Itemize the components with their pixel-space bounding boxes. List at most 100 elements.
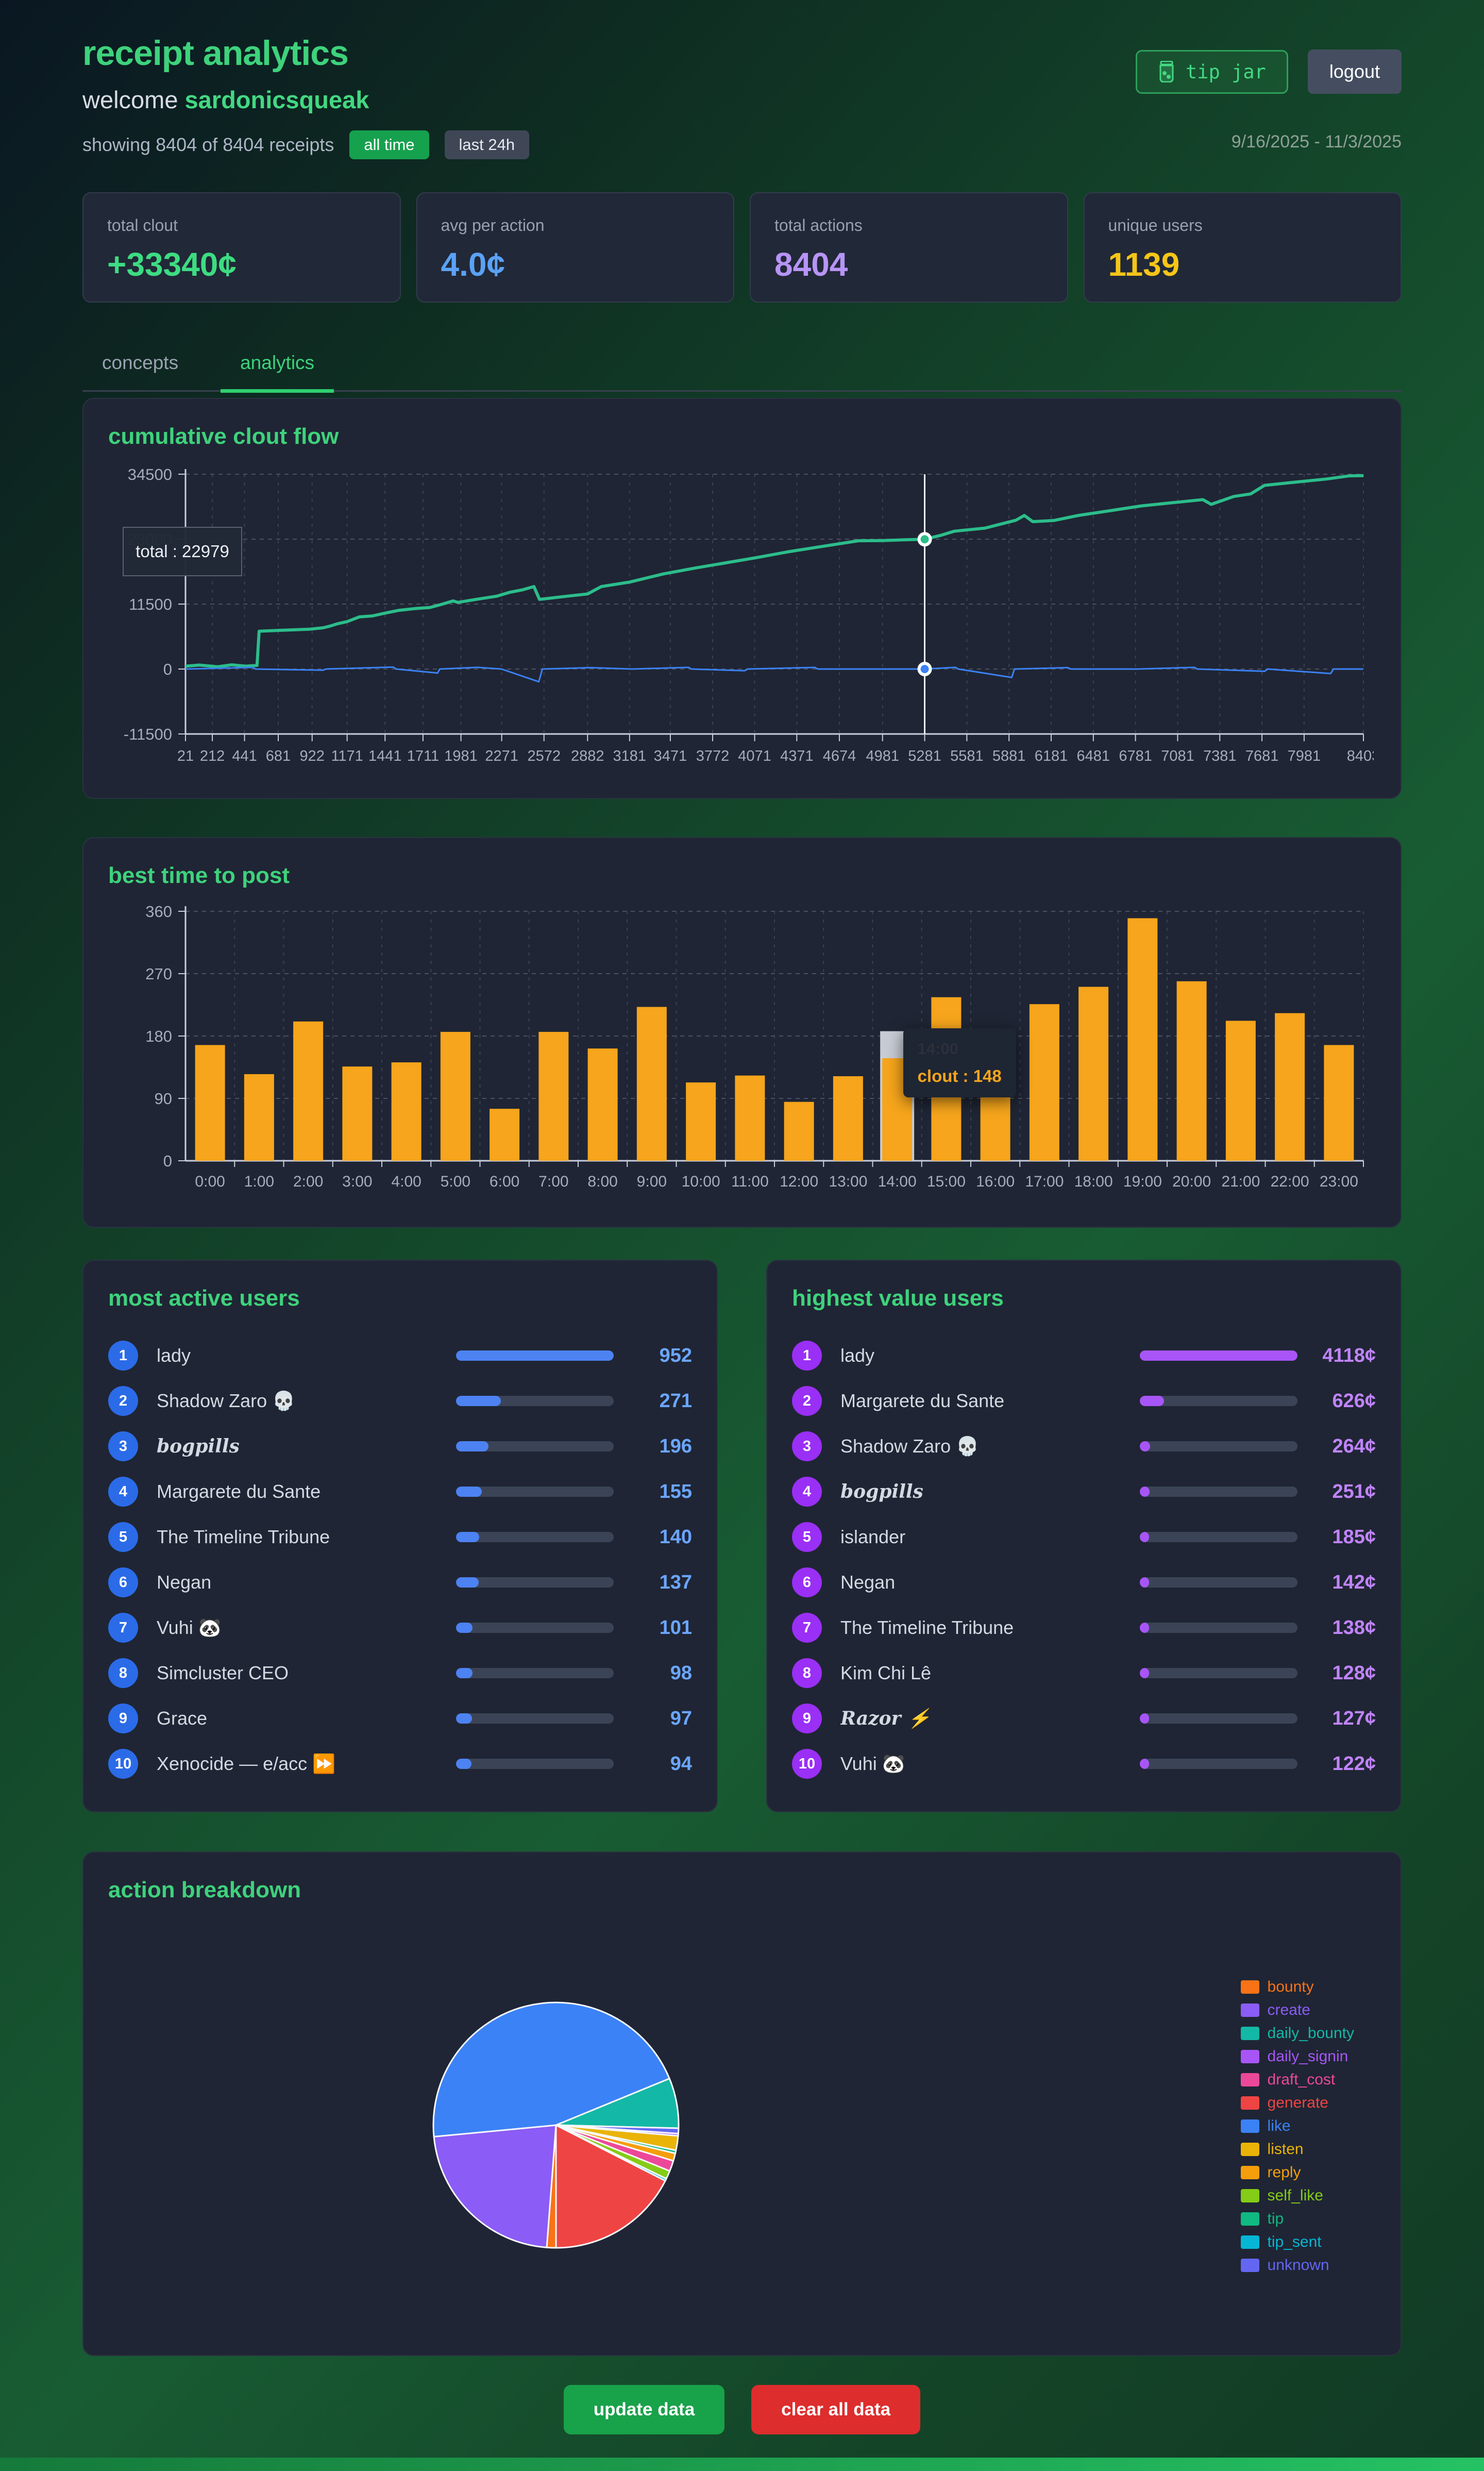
user-value: 98 [670, 1662, 692, 1684]
value-bar-track [456, 1577, 614, 1588]
legend-label: create [1267, 2001, 1310, 2018]
clout-flow-svg: 3450023000115000-11500212124416819221171… [124, 465, 1374, 764]
user-value: 97 [670, 1707, 692, 1729]
action-breakdown-pie[interactable] [431, 2000, 681, 2250]
legend-item-bounty[interactable]: bounty [1240, 1975, 1354, 1998]
clout-flow-chart[interactable]: 3450023000115000-11500212124416819221171… [108, 464, 1376, 773]
user-name: Simcluster CEO [157, 1662, 289, 1683]
svg-text:12:00: 12:00 [780, 1173, 818, 1190]
svg-text:-11500: -11500 [124, 725, 172, 743]
value-bar-fill [456, 1396, 501, 1406]
legend-item-like[interactable]: like [1240, 2114, 1354, 2138]
svg-text:7:00: 7:00 [538, 1173, 568, 1190]
tab-concepts[interactable]: concepts [102, 352, 179, 373]
user-value: 952 [659, 1344, 692, 1366]
rank-badge: 7 [792, 1613, 822, 1643]
user-name: Vuhi 🐼 [840, 1753, 905, 1774]
svg-text:2:00: 2:00 [293, 1173, 323, 1190]
rank-badge: 8 [792, 1658, 822, 1688]
best-time-chart[interactable]: 360 270 180 90 0 0:00 1:00 2:00 3:00 4:00 5:00 6:00… [108, 903, 1376, 1202]
svg-text:17:00: 17:00 [1025, 1173, 1064, 1190]
tabs: concepts analytics [82, 352, 1402, 393]
filter-all-time[interactable]: all time [349, 130, 429, 159]
svg-text:10:00: 10:00 [682, 1173, 720, 1190]
legend-item-draft_cost[interactable]: draft_cost [1240, 2068, 1354, 2091]
list-item: 10 Xenocide — e/acc ⏩ 94 [108, 1741, 692, 1787]
svg-text:7081: 7081 [1161, 748, 1194, 764]
value-bar-track [456, 1487, 614, 1497]
legend-label: like [1267, 2117, 1291, 2134]
rank-badge: 8 [108, 1658, 138, 1688]
tip-jar-button[interactable]: tip jar [1135, 49, 1288, 94]
actions-row: update data clear all data [0, 2385, 1484, 2434]
user-value: 94 [670, 1752, 692, 1775]
user-value: 140 [659, 1526, 692, 1548]
footer-strip [0, 2458, 1484, 2471]
list-item: 9 Grace 97 [108, 1696, 692, 1741]
legend-item-listen[interactable]: listen [1240, 2138, 1354, 2161]
svg-text:1441: 1441 [368, 748, 402, 764]
clear-all-data-button[interactable]: clear all data [751, 2385, 921, 2434]
chart-title: cumulative clout flow [108, 424, 339, 449]
svg-text:922: 922 [300, 748, 325, 764]
legend-item-self_like[interactable]: self_like [1240, 2184, 1354, 2207]
stat-value: 8404 [774, 246, 848, 283]
svg-text:5281: 5281 [908, 748, 941, 764]
rank-badge: 6 [792, 1567, 822, 1597]
value-bar-track [1140, 1759, 1297, 1769]
user-value: 122¢ [1332, 1752, 1376, 1775]
value-bar-track [456, 1396, 614, 1406]
legend-item-daily_bounty[interactable]: daily_bounty [1240, 2022, 1354, 2045]
logout-button[interactable]: logout [1307, 49, 1402, 94]
value-bar-track [456, 1532, 614, 1542]
filter-last-24h[interactable]: last 24h [444, 130, 530, 159]
header-actions: tip jar logout [1135, 49, 1402, 94]
legend-label: daily_bounty [1267, 2024, 1354, 2042]
list-item: 1 lady 952 [108, 1333, 692, 1378]
svg-text:6481: 6481 [1077, 748, 1110, 764]
stat-label: total clout [107, 216, 178, 235]
value-bar-track [456, 1668, 614, 1678]
most-active-users-list: 1 lady 952 2 Shadow Zaro 💀 271 3 bogpills 196 4 Ma… [108, 1333, 692, 1787]
user-name: Razor ⚡ [840, 1708, 931, 1729]
legend-swatch [1240, 2258, 1259, 2272]
rank-badge: 9 [108, 1704, 138, 1733]
user-value: 185¢ [1332, 1526, 1376, 1548]
legend-item-create[interactable]: create [1240, 1998, 1354, 2022]
value-bar-track [1140, 1487, 1297, 1497]
page-title: receipt analytics [82, 34, 349, 73]
legend-label: reply [1267, 2163, 1301, 2181]
legend-item-tip[interactable]: tip [1240, 2207, 1354, 2230]
tooltip: total : 22979 [123, 527, 242, 576]
svg-text:9:00: 9:00 [637, 1173, 667, 1190]
update-data-button[interactable]: update data [563, 2385, 725, 2434]
svg-text:8:00: 8:00 [587, 1173, 617, 1190]
list-item: 6 Negan 137 [108, 1560, 692, 1605]
value-bar-fill [456, 1487, 482, 1497]
list-item: 7 The Timeline Tribune 138¢ [792, 1605, 1376, 1650]
tab-analytics[interactable]: analytics [221, 352, 334, 393]
legend-item-tip_sent[interactable]: tip_sent [1240, 2230, 1354, 2253]
user-value: 4118¢ [1322, 1344, 1376, 1366]
legend-item-generate[interactable]: generate [1240, 2091, 1354, 2114]
legend-item-daily_signin[interactable]: daily_signin [1240, 2045, 1354, 2068]
legend-swatch [1240, 2049, 1259, 2063]
rank-badge: 4 [792, 1477, 822, 1507]
legend-label: self_like [1267, 2186, 1323, 2204]
value-bar-track [456, 1623, 614, 1633]
stat-card-unique-users: unique users 1139 [1083, 192, 1402, 303]
legend-label: bounty [1267, 1978, 1314, 1995]
list-item: 9 Razor ⚡ 127¢ [792, 1696, 1376, 1741]
svg-text:3181: 3181 [613, 748, 647, 764]
showing-count: showing 8404 of 8404 receipts [82, 134, 334, 155]
action-breakdown-panel: action breakdown bounty create daily_bount… [82, 1851, 1402, 2356]
user-name: lady [157, 1345, 191, 1366]
list-item: 3 Shadow Zaro 💀 264¢ [792, 1424, 1376, 1469]
legend-item-reply[interactable]: reply [1240, 2161, 1354, 2184]
welcome-prefix: welcome [82, 86, 185, 113]
value-bar-track [1140, 1441, 1297, 1451]
stat-value: +33340¢ [107, 246, 237, 283]
legend-item-unknown[interactable]: unknown [1240, 2253, 1354, 2277]
list-item: 2 Margarete du Sante 626¢ [792, 1378, 1376, 1424]
rank-badge: 1 [792, 1341, 822, 1371]
